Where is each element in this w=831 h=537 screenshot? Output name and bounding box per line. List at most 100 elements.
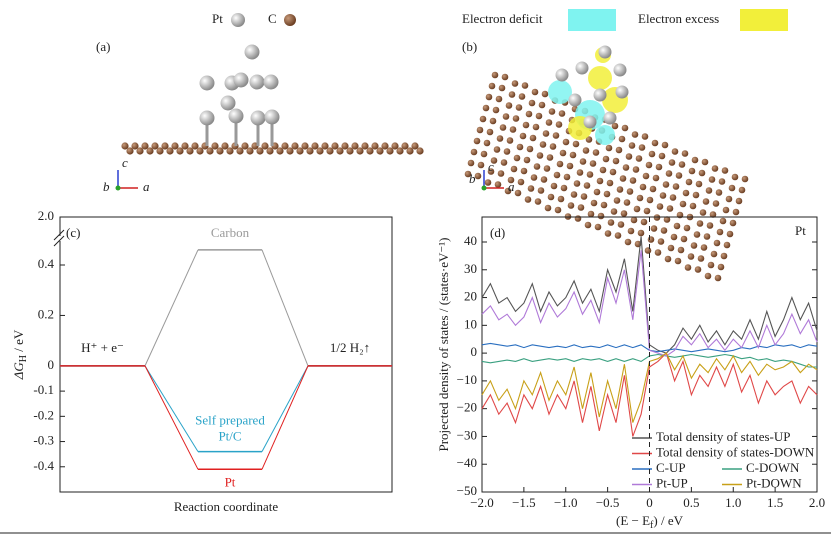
carbon-atom — [361, 142, 369, 150]
carbon-atom — [331, 142, 339, 150]
state-label: H⁺ + e⁻ — [81, 340, 124, 355]
carbon-atom — [498, 84, 506, 92]
carbon-atom — [723, 241, 731, 249]
carbon-atom — [211, 142, 219, 150]
carbon-atom — [615, 146, 623, 154]
carbon-atom — [602, 155, 610, 163]
carbon-atom — [526, 145, 534, 153]
carbon-atom — [530, 174, 538, 181]
label-part: (E − E — [616, 513, 650, 528]
y-tick-label: −20 — [457, 400, 477, 415]
legend-text: Pt-DOWN — [746, 475, 802, 490]
carbon-atom — [689, 202, 697, 210]
carbon-atom — [640, 218, 648, 226]
carbon-atom — [586, 171, 594, 178]
carbon-atom — [480, 150, 488, 158]
carbon-atom — [491, 71, 499, 79]
carbon-atom — [509, 126, 517, 133]
carbon-atom — [635, 155, 643, 162]
carbon-atom — [484, 179, 492, 186]
carbon-atom — [276, 147, 284, 155]
carbon-atom — [606, 179, 614, 187]
carbon-atom — [574, 215, 582, 222]
carbon-atom — [376, 147, 384, 155]
carbon-atom — [126, 147, 134, 155]
carbon-atom — [540, 176, 548, 183]
carbon-atom — [521, 82, 529, 89]
carbon-atom — [560, 184, 568, 192]
carbon-atom — [714, 274, 722, 282]
carbon-atom — [728, 184, 736, 192]
carbon-atom — [512, 115, 520, 122]
carbon-atom — [241, 142, 249, 150]
carbon-atom — [493, 146, 501, 153]
carbon-atom — [663, 216, 671, 223]
pt-atom — [233, 72, 249, 88]
legend-text: Pt-UP — [656, 475, 688, 490]
carbon-atom — [638, 144, 646, 151]
pdos-line — [481, 250, 818, 357]
legend-text: Electron excess — [638, 11, 719, 26]
carbon-atom — [738, 186, 746, 194]
carbon-atom — [656, 203, 664, 210]
pt-atom — [220, 95, 236, 111]
carbon-atom — [655, 163, 663, 171]
carbon-atom — [607, 219, 615, 226]
carbon-atom — [479, 115, 487, 123]
carbon-atom — [166, 147, 174, 155]
carbon-atom — [611, 122, 619, 130]
carbon-atom — [559, 149, 567, 157]
x-tick-label: 0.5 — [683, 495, 699, 510]
carbon-atom — [670, 233, 678, 241]
carbon-atom — [476, 126, 484, 134]
carbon-atom — [629, 177, 637, 184]
connector — [144, 365, 199, 470]
carbon-atom — [548, 108, 556, 115]
carbon-atom — [685, 178, 693, 186]
carbon-atom — [584, 221, 592, 229]
carbon-atom — [675, 172, 683, 179]
legend-text: C-DOWN — [746, 460, 800, 475]
carbon-atom — [710, 250, 718, 258]
carbon-atom — [286, 147, 294, 155]
carbon-atom — [647, 236, 655, 243]
carbon-atom — [590, 199, 598, 207]
carbon-atom — [146, 147, 154, 155]
carbon-atom — [613, 197, 621, 204]
y-tick-label: −10 — [457, 372, 477, 387]
carbon-atom — [226, 147, 234, 155]
carbon-atom — [678, 161, 686, 168]
carbon-atom — [683, 224, 691, 232]
carbon-atom — [694, 266, 702, 273]
carbon-atom — [546, 154, 554, 161]
carbon-atom — [550, 182, 558, 190]
carbon-atom — [658, 152, 666, 160]
y-axis-label: ΔGH / eV — [11, 329, 29, 380]
carbon-atom — [703, 233, 711, 240]
charge-blob — [595, 125, 615, 145]
carbon-atom — [524, 196, 532, 203]
connector — [261, 365, 309, 452]
carbon-atom — [176, 147, 184, 155]
x-tick-label: −1.5 — [512, 495, 536, 510]
label-part: ΔG — [11, 362, 26, 381]
carbon-atom — [585, 136, 593, 143]
carbon-atom — [516, 143, 524, 151]
carbon-atom — [639, 183, 647, 191]
carbon-atom — [473, 137, 481, 145]
carbon-atom — [396, 147, 404, 155]
carbon-atom — [532, 123, 540, 131]
carbon-atom — [720, 252, 728, 260]
carbon-atom — [291, 142, 299, 150]
carbon-atom — [618, 135, 626, 143]
carbon-atom — [665, 170, 673, 177]
carbon-atom — [735, 197, 743, 205]
carbon-atom — [511, 80, 519, 87]
carbon-atom — [482, 104, 490, 112]
carbon-atom — [633, 205, 641, 213]
carbon-atom — [490, 157, 498, 164]
carbon-atom — [610, 208, 618, 215]
carbon-atom — [580, 193, 588, 200]
carbon-atom — [572, 140, 580, 148]
carbon-atom — [513, 154, 521, 162]
